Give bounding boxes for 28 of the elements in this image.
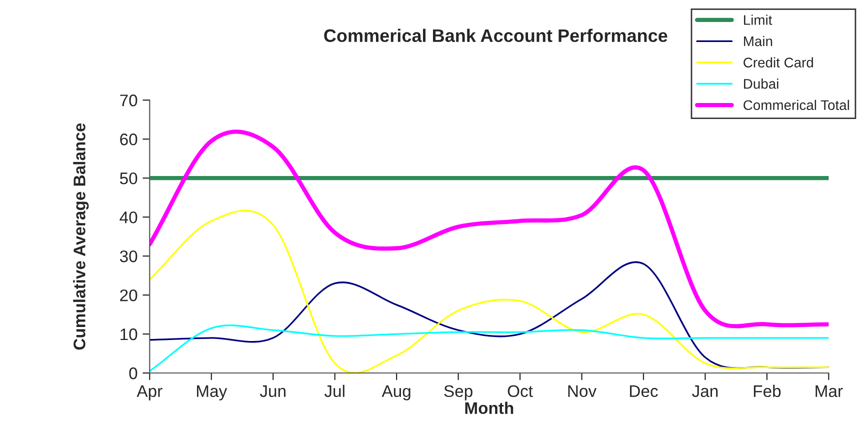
x-tick-label: Mar [816,385,843,398]
x-tick-label: Apr [136,385,162,400]
y-tick-label: 50 [120,172,138,184]
x-axis-title: Month [465,402,514,414]
y-tick-label: 30 [120,250,138,262]
legend-label: Main [744,36,772,46]
x-tick-label: Aug [382,385,410,400]
y-tick-label: 20 [120,289,138,302]
x-tick-label: May [197,385,228,400]
y-tick-label: 60 [120,134,138,146]
legend-label: Dubai [744,78,778,89]
legend-label: Commerical Total [744,100,849,110]
x-tick-label: Oct [508,385,533,398]
x-tick-label: Sep [444,385,472,400]
y-tick-label: 10 [120,328,138,340]
y-tick-label: 0 [129,367,138,380]
x-tick-label: Jul [324,384,344,398]
x-tick-label: Nov [568,385,597,398]
y-axis-title: Cumulative Average Balance [73,123,89,350]
y-tick-label: 40 [120,211,138,224]
x-tick-label: Jun [260,385,286,398]
x-tick-label: Feb [754,384,781,398]
legend-label: Credit Card [744,57,813,68]
chart-title: Commerical Bank Account Performance [324,28,668,42]
y-tick-label: 70 [120,94,138,106]
x-tick-label: Dec [630,385,658,398]
legend-label: Limit [744,14,772,25]
x-tick-label: Jan [692,385,718,398]
